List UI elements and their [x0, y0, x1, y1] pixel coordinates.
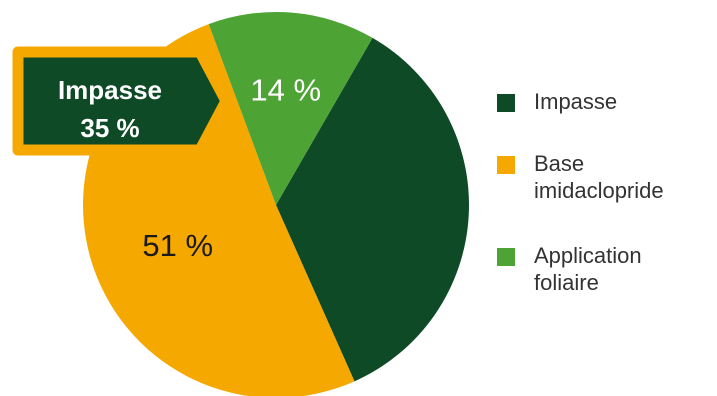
- legend-item-impasse: Impasse: [497, 88, 712, 115]
- callout-value: 35 %: [80, 113, 139, 143]
- legend-swatch-impasse: [497, 94, 515, 112]
- impasse-callout: Impasse 35 %: [12, 46, 232, 156]
- slice-value-label-base-imidaclopride: 51 %: [142, 228, 213, 263]
- legend-swatch-application-foliaire: [497, 248, 515, 266]
- slice-value-label-application-foliaire: 14 %: [250, 73, 321, 108]
- legend-label-base-imidaclopride: Base imidaclopride: [534, 151, 664, 203]
- legend-swatch-base-imidaclopride: [497, 156, 515, 174]
- legend-item-application-foliaire: Application foliaire: [497, 242, 712, 296]
- legend-item-base-imidaclopride: Base imidaclopride: [497, 150, 712, 204]
- callout-title: Impasse: [58, 75, 162, 105]
- pie-slice-application-foliaire: [208, 12, 373, 206]
- callout-box: [12, 46, 232, 156]
- pie-slice-impasse: [276, 37, 469, 382]
- legend-label-impasse: Impasse: [534, 89, 618, 114]
- legend-label-application-foliaire: Application foliaire: [534, 243, 642, 295]
